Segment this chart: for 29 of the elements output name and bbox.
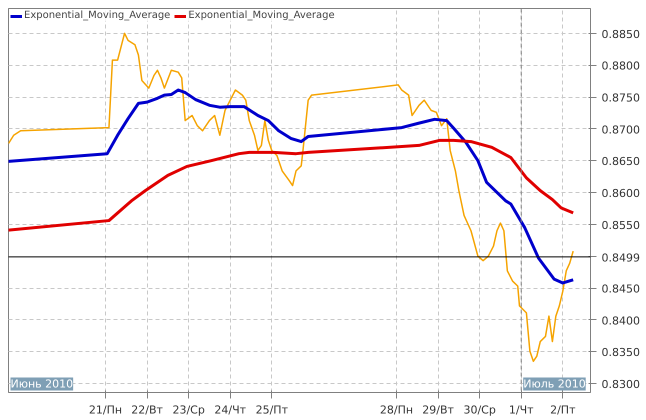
x-tick-label: 1/Чт: [508, 404, 534, 416]
y-tick-label: 0.8850: [602, 28, 640, 41]
x-tick-label: 30/Ср: [463, 404, 496, 416]
x-tick-label: 29/Вт: [422, 404, 454, 416]
line-series: [8, 32, 574, 362]
x-tick-label: 28/Пн: [380, 404, 414, 416]
y-tick-label: 0.8700: [602, 123, 640, 136]
y-tick-label: 0.8450: [602, 282, 640, 296]
y-tick-label: 0.8400: [602, 314, 640, 328]
legend-label: Exponential_Moving_Average: [24, 10, 170, 21]
y-tick-label: 0.8650: [602, 155, 640, 168]
legend-label: Exponential_Moving_Average: [188, 10, 335, 21]
y-tick-label: 0.8800: [602, 60, 640, 73]
line-series: [8, 88, 575, 284]
y-tick-label: 0.8600: [602, 187, 640, 200]
x-tick-label: 23/Ср: [172, 404, 205, 416]
y-tick-label: 0.8350: [602, 346, 640, 360]
y-tick-label: 0.8550: [602, 218, 640, 232]
line-series: [8, 138, 575, 232]
x-tick-label: 2/Пт: [550, 404, 576, 416]
annotation: Июнь 2010: [10, 378, 74, 390]
y-tick-label: 0.8300: [602, 378, 640, 392]
x-tick-label: 22/Вт: [131, 404, 164, 416]
y-tick-label: 0.8750: [602, 92, 640, 105]
ref-line-label: 0.8499: [602, 251, 640, 264]
annotation: Июль 2010: [523, 378, 586, 390]
x-tick-label: 21/Пн: [88, 404, 122, 416]
x-tick-label: 25/Пт: [256, 404, 289, 416]
x-tick-label: 24/Чт: [214, 404, 247, 416]
